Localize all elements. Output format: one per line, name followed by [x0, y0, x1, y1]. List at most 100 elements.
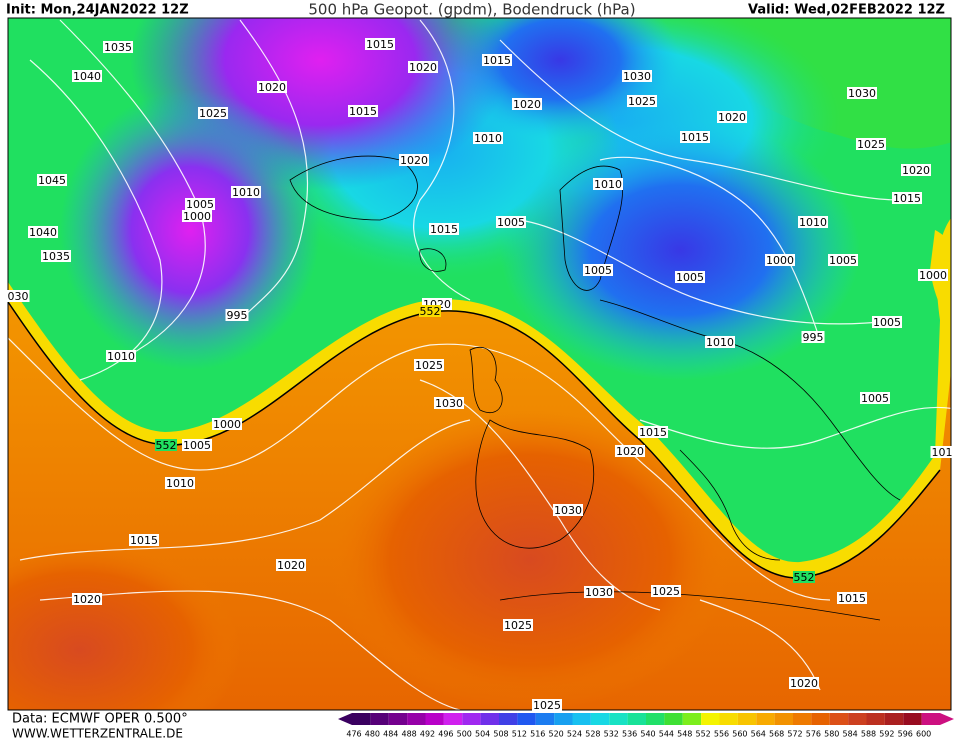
- isobar-label-bg: [930, 446, 954, 458]
- isobar-label-bg: [6, 290, 30, 302]
- isobar-label-bg: [482, 54, 512, 66]
- isobar-label: 1000: [919, 269, 947, 282]
- legend-value: 544: [659, 730, 674, 739]
- data-source: Data: ECMWF OPER 0.500°: [12, 712, 188, 727]
- isobar-label-bg: [872, 316, 902, 328]
- isobar-label-bg: [627, 95, 657, 107]
- legend-value: 552: [695, 730, 710, 739]
- isobar-label: 1020: [400, 154, 428, 167]
- isobar-label: 1025: [415, 359, 443, 372]
- legend-swatch: [425, 713, 444, 725]
- legend-value: 540: [640, 730, 655, 739]
- isobar-label-bg: [434, 397, 464, 409]
- isobar-label: 1010: [474, 132, 502, 145]
- isobar-label-bg: [225, 309, 249, 321]
- legend-value: 568: [769, 730, 784, 739]
- legend-value: 600: [916, 730, 931, 739]
- isobar-label: 1020: [718, 111, 746, 124]
- isobar-label: 1045: [38, 174, 66, 187]
- isobar-label-bg: [765, 254, 795, 266]
- isobar-label: 1020: [790, 677, 818, 690]
- legend-swatch: [756, 713, 775, 725]
- legend-swatch: [866, 713, 885, 725]
- isobar-label: 1000: [766, 254, 794, 267]
- isobar-label: 1020: [616, 445, 644, 458]
- contour-label-bg: [793, 571, 815, 583]
- site-name: WWW.WETTERZENTRALE.DE: [12, 727, 183, 741]
- isobar-label: 1000: [213, 418, 241, 431]
- legend-value: 576: [806, 730, 821, 739]
- legend-value: 524: [567, 730, 582, 739]
- isobar-label: 1015: [483, 54, 511, 67]
- isobar-label: 1005: [183, 439, 211, 452]
- isobar-label: 1005: [829, 254, 857, 267]
- isobar-label-bg: [212, 418, 242, 430]
- isobar-label-bg: [37, 174, 67, 186]
- isobar-labels: 1035 1015 1015 1030 1040 1020 1020 1025 1030 1025…: [6, 38, 954, 712]
- isobar-label-bg: [165, 477, 195, 489]
- isobar-label-bg: [231, 186, 261, 198]
- isobar-label-bg: [532, 699, 562, 711]
- legend-swatch: [609, 713, 628, 725]
- legend-swatch: [388, 713, 408, 725]
- isobar-label-bg: [860, 392, 890, 404]
- legend-value: 532: [604, 730, 619, 739]
- color-legend: 476 480 484 488 492 496 500 504 508 512 516 520 524 5…: [338, 713, 954, 739]
- isobar-label-bg: [789, 677, 819, 689]
- legend-swatch: [499, 713, 518, 725]
- isobar-label-bg: [276, 559, 306, 571]
- isobar-label: 995: [227, 309, 248, 322]
- isobar-label-bg: [583, 264, 613, 276]
- legend-value: 496: [438, 730, 453, 739]
- isobar-label: 1035: [42, 250, 70, 263]
- isobar-label-bg: [185, 198, 215, 210]
- isobar-label-bg: [675, 271, 705, 283]
- isobar-label-bg: [72, 593, 102, 605]
- legend-swatch: [921, 713, 940, 725]
- legend-value: 516: [530, 730, 545, 739]
- isobar-label: 1030: [623, 70, 651, 83]
- isobar-label: 030: [8, 290, 29, 303]
- isobar-label: 995: [803, 331, 824, 344]
- legend-value: 580: [824, 730, 839, 739]
- legend-value: 588: [861, 730, 876, 739]
- isobar-label-bg: [638, 426, 668, 438]
- legend-swatch: [480, 713, 499, 725]
- legend-swatch: [535, 713, 555, 725]
- isobar-label: 1005: [497, 216, 525, 229]
- isobar-label-bg: [717, 111, 747, 123]
- isobar-label: 1030: [585, 586, 613, 599]
- isobar-label-bg: [103, 41, 133, 53]
- legend-value: 564: [751, 730, 766, 739]
- isobar-label-bg: [429, 223, 459, 235]
- isobar-label-bg: [892, 192, 922, 204]
- legend-swatch: [682, 713, 702, 725]
- isobar-label-bg: [348, 105, 378, 117]
- isobar-label: 1020: [513, 98, 541, 111]
- legend-swatch: [701, 713, 720, 725]
- isobar-label-bg: [705, 336, 735, 348]
- isobar-label-bg: [182, 210, 212, 222]
- isobar-label: 1005: [186, 198, 214, 211]
- isobar-label-bg: [615, 445, 645, 457]
- legend-swatch: [590, 713, 610, 725]
- isobar-label: 1015: [130, 534, 158, 547]
- isobar-label: 1010: [166, 477, 194, 490]
- map-title: 500 hPa Geopot. (gpdm), Bodendruck (hPa): [308, 1, 635, 19]
- isobar-label-bg: [801, 331, 825, 343]
- legend-swatch: [793, 713, 812, 725]
- isobar-label: 1015: [430, 223, 458, 236]
- legend-value: 512: [512, 730, 527, 739]
- legend-value: 560: [732, 730, 747, 739]
- legend-value: 548: [677, 730, 692, 739]
- legend-swatch: [664, 713, 683, 725]
- isobar-label: 1015: [681, 131, 709, 144]
- isobar-label-bg: [365, 38, 395, 50]
- isobar-label: 1020: [277, 559, 305, 572]
- isobar-label: 1020: [73, 593, 101, 606]
- legend-value: 504: [475, 730, 490, 739]
- legend-swatch: [572, 713, 591, 725]
- legend-value: 484: [383, 730, 398, 739]
- legend-swatch: [646, 713, 665, 725]
